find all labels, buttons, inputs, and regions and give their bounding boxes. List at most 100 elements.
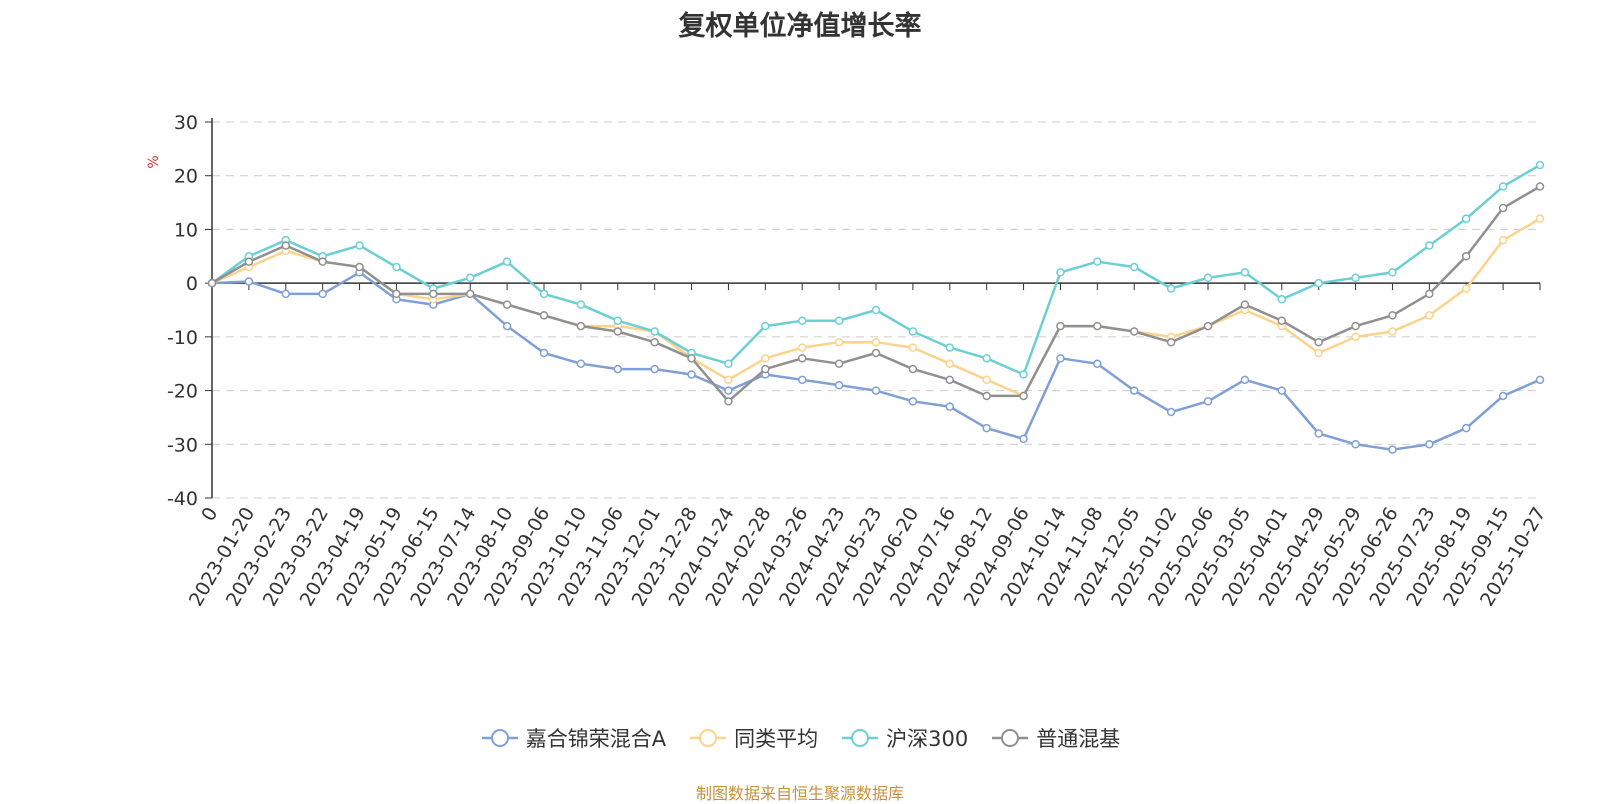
data-point[interactable] <box>1388 268 1397 277</box>
data-point[interactable] <box>1277 316 1287 325</box>
data-point[interactable] <box>761 364 770 374</box>
data-point[interactable] <box>392 289 401 299</box>
data-point[interactable] <box>761 354 770 363</box>
data-point[interactable] <box>1535 214 1545 223</box>
data-point[interactable] <box>1535 182 1545 191</box>
legend-item-2[interactable]: 同类平均 <box>688 723 818 753</box>
data-point[interactable] <box>1351 332 1360 342</box>
data-point[interactable] <box>1314 337 1323 347</box>
data-point[interactable] <box>1351 321 1360 331</box>
data-point[interactable] <box>1498 203 1508 213</box>
data-point[interactable] <box>355 262 364 272</box>
legend-item-4[interactable]: 普通混基 <box>990 723 1120 753</box>
data-point[interactable] <box>613 316 623 325</box>
data-point[interactable] <box>281 241 291 250</box>
data-point[interactable] <box>1535 160 1545 170</box>
data-point[interactable] <box>1498 391 1508 401</box>
data-point[interactable] <box>1314 429 1323 438</box>
data-point[interactable] <box>982 354 991 363</box>
data-point[interactable] <box>1093 321 1102 331</box>
data-point[interactable] <box>392 262 401 272</box>
data-point[interactable] <box>1019 391 1028 401</box>
data-point[interactable] <box>834 380 844 390</box>
data-point[interactable] <box>1129 327 1139 336</box>
data-point[interactable] <box>908 327 918 336</box>
data-point[interactable] <box>576 300 586 309</box>
data-point[interactable] <box>724 359 733 368</box>
data-point[interactable] <box>945 375 955 385</box>
data-point[interactable] <box>982 423 991 433</box>
data-point[interactable] <box>650 337 659 347</box>
legend-item-3[interactable]: 沪深300 <box>840 723 968 753</box>
data-point[interactable] <box>502 257 512 266</box>
data-point[interactable] <box>834 359 844 368</box>
data-point[interactable] <box>1351 273 1360 283</box>
data-point[interactable] <box>1203 321 1213 331</box>
data-point[interactable] <box>1461 214 1471 223</box>
data-point[interactable] <box>1277 386 1287 395</box>
data-point[interactable] <box>502 300 512 309</box>
data-point[interactable] <box>1535 375 1545 385</box>
data-point[interactable] <box>908 343 918 352</box>
data-point[interactable] <box>1129 262 1139 272</box>
data-point[interactable] <box>1277 295 1287 304</box>
data-point[interactable] <box>650 364 659 374</box>
data-point[interactable] <box>871 305 881 315</box>
data-point[interactable] <box>797 354 807 363</box>
data-point[interactable] <box>834 337 844 347</box>
data-point[interactable] <box>576 359 586 368</box>
data-point[interactable] <box>1056 268 1065 277</box>
data-point[interactable] <box>1203 397 1213 406</box>
data-point[interactable] <box>1056 321 1065 331</box>
data-point[interactable] <box>945 359 955 368</box>
data-point[interactable] <box>908 397 918 406</box>
data-point[interactable] <box>244 277 254 286</box>
data-point[interactable] <box>1314 348 1323 358</box>
data-point[interactable] <box>945 343 955 352</box>
data-point[interactable] <box>1019 434 1028 444</box>
data-point[interactable] <box>465 289 475 299</box>
data-point[interactable] <box>1314 278 1323 288</box>
data-point[interactable] <box>908 364 918 374</box>
data-point[interactable] <box>576 321 586 331</box>
data-point[interactable] <box>1019 370 1028 379</box>
data-point[interactable] <box>797 375 807 385</box>
data-point[interactable] <box>1056 354 1065 363</box>
data-point[interactable] <box>502 321 512 331</box>
data-point[interactable] <box>1425 311 1434 320</box>
data-point[interactable] <box>1240 375 1250 385</box>
data-point[interactable] <box>871 337 881 347</box>
data-point[interactable] <box>945 402 955 411</box>
data-point[interactable] <box>1129 386 1139 395</box>
data-point[interactable] <box>1498 235 1508 245</box>
data-point[interactable] <box>539 348 549 358</box>
data-point[interactable] <box>613 327 623 336</box>
data-point[interactable] <box>1388 327 1397 336</box>
data-point[interactable] <box>1425 289 1434 299</box>
data-point[interactable] <box>1461 284 1471 293</box>
data-point[interactable] <box>465 273 475 283</box>
data-point[interactable] <box>281 289 291 299</box>
data-point[interactable] <box>871 386 881 395</box>
data-point[interactable] <box>687 370 696 379</box>
data-point[interactable] <box>539 311 549 320</box>
data-point[interactable] <box>1203 273 1213 283</box>
data-point[interactable] <box>1166 407 1176 417</box>
data-point[interactable] <box>1093 257 1102 266</box>
data-point[interactable] <box>355 241 364 250</box>
data-point[interactable] <box>318 257 327 266</box>
data-point[interactable] <box>650 327 659 336</box>
data-point[interactable] <box>429 289 438 299</box>
data-point[interactable] <box>1461 252 1471 261</box>
data-point[interactable] <box>1166 337 1176 347</box>
data-point[interactable] <box>1240 300 1250 309</box>
data-point[interactable] <box>1166 284 1176 293</box>
data-point[interactable] <box>982 391 991 401</box>
data-point[interactable] <box>207 278 217 288</box>
data-point[interactable] <box>1351 440 1360 449</box>
data-point[interactable] <box>761 321 770 331</box>
legend-item-1[interactable]: 嘉合锦荣混合A <box>480 723 666 753</box>
data-point[interactable] <box>1240 268 1250 277</box>
data-point[interactable] <box>1425 440 1434 449</box>
data-point[interactable] <box>724 375 733 385</box>
